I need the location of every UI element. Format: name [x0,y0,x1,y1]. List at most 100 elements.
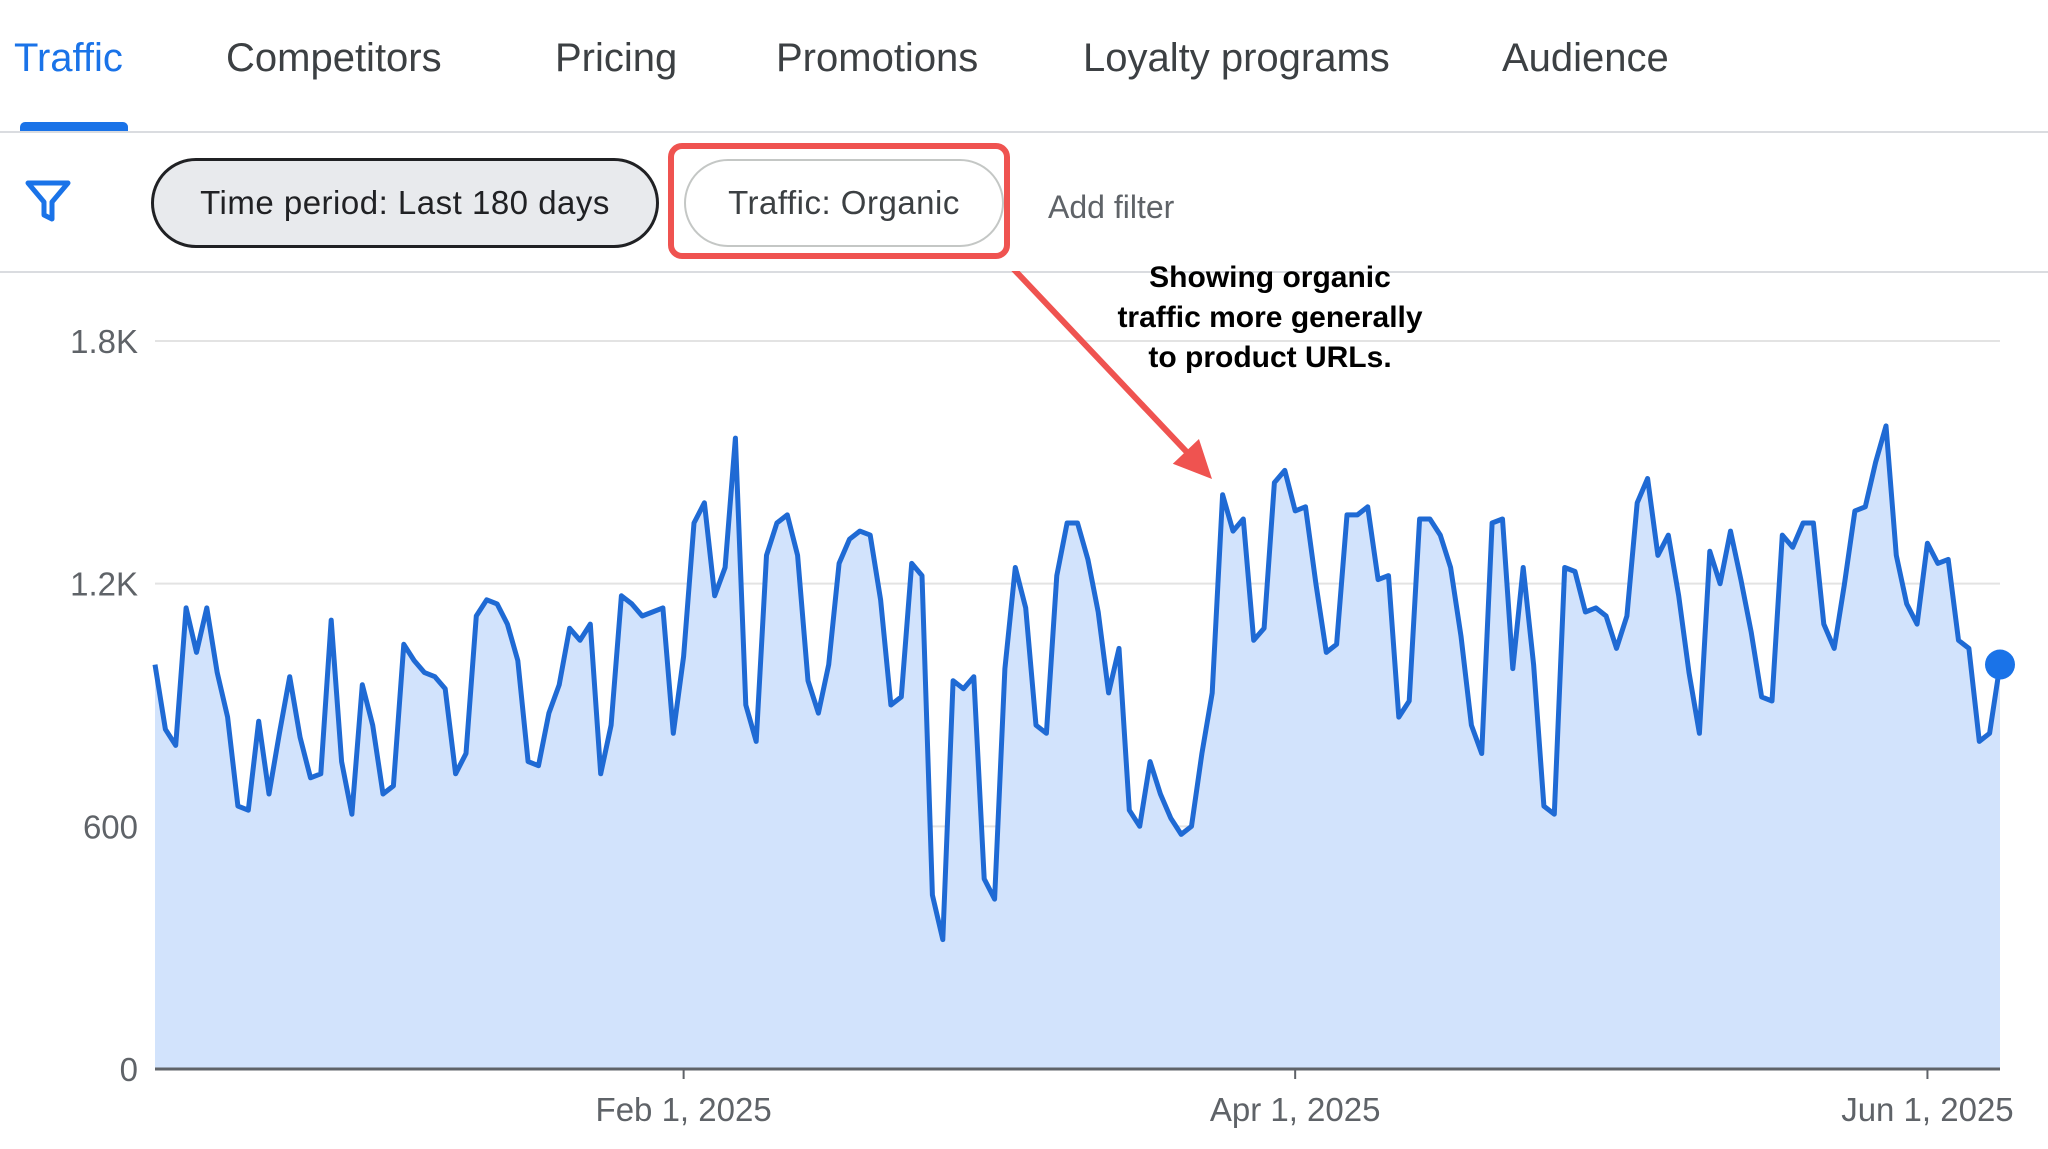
data-point [1065,521,1069,525]
data-point [879,598,883,602]
y-tick-label: 1.8K [70,323,138,360]
data-point [1843,582,1847,586]
time-period-filter-chip[interactable]: Time period: Last 180 days [151,158,659,248]
tab-bar: Traffic Competitors Pricing Promotions L… [0,0,2048,133]
data-point [858,529,862,533]
data-point [1241,517,1245,521]
data-point [910,561,914,565]
data-point [1480,752,1484,756]
data-point [599,772,603,776]
data-point [1438,533,1442,537]
data-point [371,723,375,727]
data-point [1656,553,1660,557]
data-point [1905,602,1909,606]
data-point [526,760,530,764]
data-point [1646,477,1650,481]
annotation-line: to product URLs. [1148,341,1392,374]
data-point [153,663,157,667]
data-point [588,622,592,626]
data-point [226,715,230,719]
data-point [806,679,810,683]
data-point [1190,824,1194,828]
data-point [1967,646,1971,650]
tab-promotions[interactable]: Promotions [776,36,979,80]
data-point [702,501,706,505]
annotation-text: Showing organic traffic more generally t… [1060,258,1480,378]
annotation-line: traffic more generally [1117,301,1423,334]
data-point [609,723,613,727]
data-point [1925,541,1929,545]
data-point [1366,505,1370,509]
tab-traffic[interactable]: Traffic [14,36,123,80]
data-point [930,893,934,897]
data-point [899,695,903,699]
latest-value-marker[interactable] [1985,649,2015,680]
active-tab-indicator [20,122,128,131]
data-point [236,804,240,808]
data-point [951,679,955,683]
data-point [1583,610,1587,614]
data-point [1739,578,1743,582]
x-tick-label: Feb 1, 2025 [596,1091,772,1128]
traffic-filter-chip[interactable]: Traffic: Organic [684,159,1004,247]
data-point [692,521,696,525]
data-point [412,659,416,663]
data-point [1418,517,1422,521]
data-point [350,812,354,816]
tab-pricing[interactable]: Pricing [555,36,678,80]
data-point [298,735,302,739]
data-point [257,719,261,723]
callout-arrow [1011,271,1212,479]
filter-icon[interactable] [22,175,74,227]
tab-competitors[interactable]: Competitors [226,36,442,80]
data-point [1635,501,1639,505]
traffic-chart: 0 600 1.2K 1.8K Feb 1, 2025 Apr 1, 2025 Jun 1… [70,271,2015,1128]
add-filter-button[interactable]: Add filter [1048,189,1175,225]
y-tick-label: 1.2K [70,566,138,603]
data-point [1822,622,1826,626]
data-point [1552,812,1556,816]
data-point [578,638,582,642]
data-point [1760,695,1764,699]
data-point [993,897,997,901]
data-point [1386,574,1390,578]
data-point [723,565,727,569]
data-point [1324,650,1328,654]
tab-audience[interactable]: Audience [1502,36,1669,80]
data-point [1625,614,1629,618]
data-point [1687,671,1691,675]
data-point [360,683,364,687]
data-point [1542,804,1546,808]
filter-bar: Time period: Last 180 days Traffic: Orga… [0,131,2048,273]
data-point [713,594,717,598]
data-point [1397,715,1401,719]
data-point [1272,481,1276,485]
y-tick-label: 0 [120,1051,138,1088]
data-point [1469,723,1473,727]
data-point [1894,553,1898,557]
data-point [1811,521,1815,525]
highlight-box [668,143,1010,259]
data-point [402,642,406,646]
data-point [1532,663,1536,667]
data-point [733,436,737,440]
data-point [816,711,820,715]
data-point [174,743,178,747]
data-point [1749,630,1753,634]
data-point [1936,561,1940,565]
data-point [744,703,748,707]
y-tick-label: 600 [83,808,138,845]
tab-loyalty-programs[interactable]: Loyalty programs [1083,36,1390,80]
data-point [1863,505,1867,509]
data-point [1573,570,1577,574]
data-point [505,622,509,626]
data-point [1148,760,1152,764]
data-point [516,659,520,663]
data-point [215,671,219,675]
data-point [308,776,312,780]
y-axis-labels: 0 600 1.2K 1.8K [70,323,138,1088]
data-point [1770,699,1774,703]
data-point [1179,832,1183,836]
data-point [1791,545,1795,549]
data-point [163,727,167,731]
